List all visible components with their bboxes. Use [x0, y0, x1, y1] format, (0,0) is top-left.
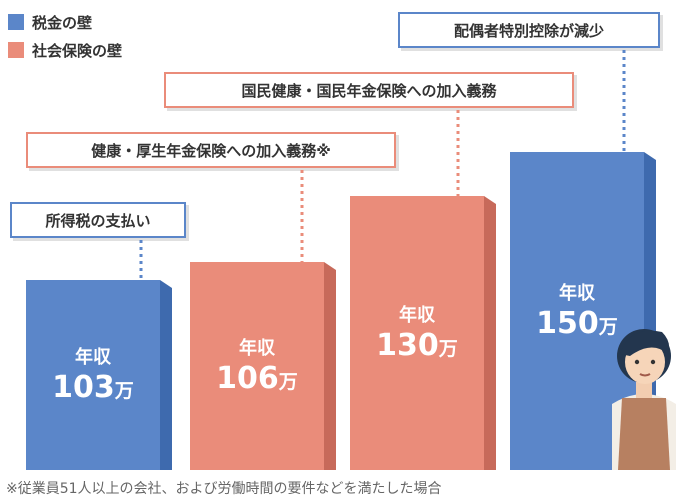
legend-item-tax: 税金の壁 — [8, 8, 122, 36]
chart-legend: 税金の壁 社会保険の壁 — [8, 8, 122, 64]
bar-value-number-3: 130 — [376, 328, 439, 363]
bar-1 — [26, 280, 160, 470]
footnote: ※従業員51人以上の会社、および労働時間の要件などを満たした場合 — [6, 481, 442, 497]
bar-4 — [510, 152, 644, 470]
bar-label-value-3: 130万 — [376, 328, 458, 363]
person-hair-front — [620, 330, 670, 356]
bar-label-value-1: 103万 — [52, 370, 134, 405]
callout-income-tax: 所得税の支払い — [10, 202, 186, 238]
bar-value-number-2: 106 — [216, 361, 279, 396]
bar-side-3 — [484, 196, 496, 470]
bar-label-top-4: 年収 — [559, 282, 596, 304]
person-hair-back — [617, 329, 671, 383]
bar-value-unit-4: 万 — [598, 316, 618, 338]
bar-value-number-1: 103 — [52, 370, 115, 405]
bar-value-unit-1: 万 — [114, 380, 134, 402]
bar-label-top-1: 年収 — [75, 346, 112, 368]
legend-item-social: 社会保険の壁 — [8, 36, 122, 64]
person-eye-left — [634, 359, 640, 365]
bar-side-2 — [324, 262, 336, 470]
callout-national-insurance: 国民健康・国民年金保険への加入義務 — [164, 72, 574, 108]
legend-swatch-tax — [8, 14, 24, 30]
bar-label-value-2: 106万 — [216, 361, 298, 396]
bar-value-unit-2: 万 — [278, 371, 298, 393]
legend-label-social: 社会保険の壁 — [32, 41, 123, 60]
bar-side-4 — [644, 152, 656, 470]
legend-swatch-social — [8, 42, 24, 58]
bar-2 — [190, 262, 324, 470]
person-illustration — [612, 329, 676, 470]
callout-employee-insurance: 健康・厚生年金保険への加入義務※ — [26, 132, 396, 168]
bar-value-number-4: 150 — [536, 306, 599, 341]
person-face — [625, 340, 665, 384]
bar-side-1 — [160, 280, 172, 470]
person-eye-right — [650, 359, 656, 365]
person-apron — [618, 398, 670, 470]
person-neck — [636, 382, 652, 398]
bar-label-value-4: 150万 — [536, 306, 618, 341]
legend-label-tax: 税金の壁 — [32, 13, 93, 32]
bar-label-top-2: 年収 — [239, 337, 276, 359]
person-mouth — [639, 373, 651, 377]
bar-3 — [350, 196, 484, 470]
bar-label-top-3: 年収 — [399, 304, 436, 326]
callout-spouse-deduction: 配偶者特別控除が減少 — [398, 12, 660, 48]
person-body — [612, 394, 676, 470]
bar-value-unit-3: 万 — [438, 338, 458, 360]
